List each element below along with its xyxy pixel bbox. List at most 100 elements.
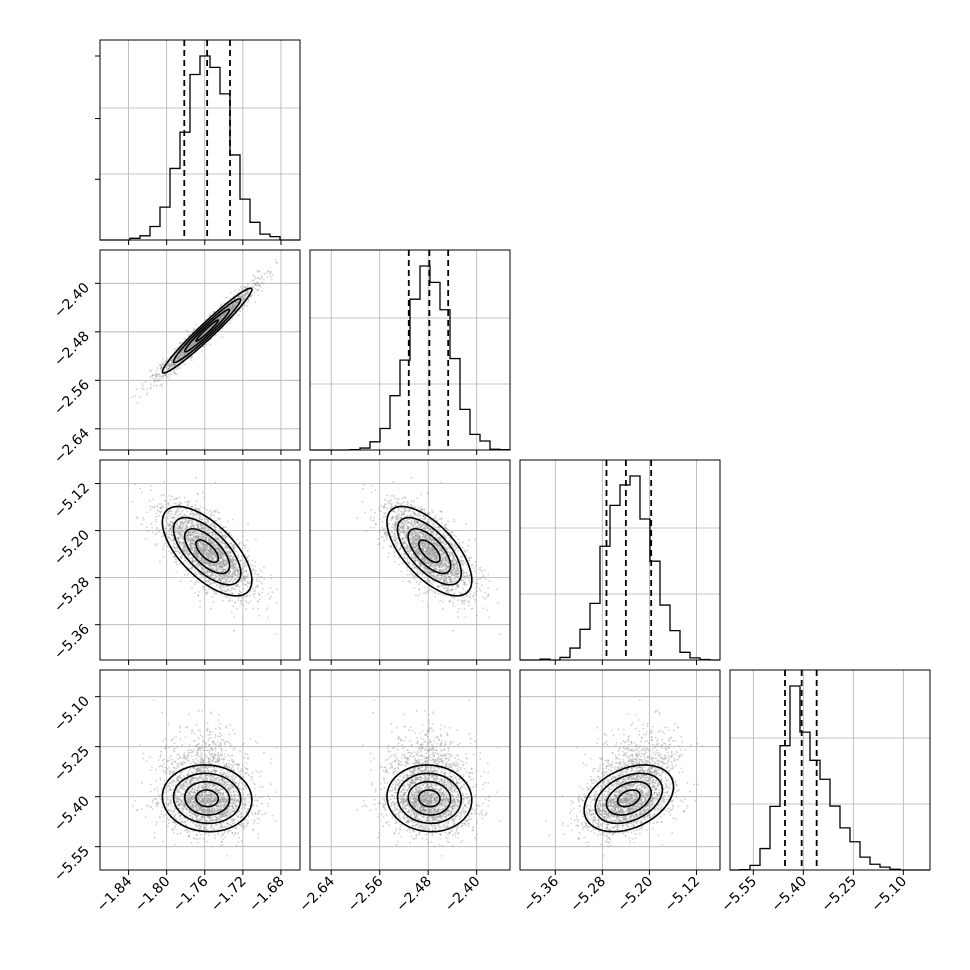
sample-point <box>254 570 257 572</box>
sample-point <box>259 285 262 288</box>
sample-point <box>206 580 209 583</box>
sample-point <box>163 544 165 547</box>
sample-point <box>211 539 214 542</box>
sample-point <box>201 552 204 554</box>
sample-point <box>161 547 164 549</box>
sample-point <box>219 316 222 319</box>
sample-point <box>195 580 198 583</box>
sample-point <box>200 518 202 520</box>
sample-point <box>186 538 188 541</box>
sample-point <box>188 557 191 560</box>
sample-point <box>200 535 203 538</box>
sample-point <box>232 605 235 607</box>
sample-point <box>202 588 205 590</box>
sample-point <box>203 506 205 509</box>
sample-point <box>254 561 257 563</box>
sample-point <box>225 569 228 571</box>
sample-point <box>206 329 208 332</box>
sample-point <box>204 546 207 549</box>
sample-point <box>228 589 231 592</box>
sample-point <box>232 305 235 307</box>
sample-point <box>245 608 248 610</box>
sample-point <box>131 396 134 399</box>
sample-point <box>167 517 169 520</box>
sample-point <box>214 555 217 558</box>
sample-point <box>223 559 226 561</box>
sample-point <box>209 327 212 329</box>
sample-point <box>270 271 272 274</box>
sample-point <box>241 568 244 571</box>
sample-point <box>205 517 207 520</box>
sample-point <box>245 544 247 547</box>
sample-point <box>198 537 200 540</box>
sample-point <box>195 573 198 576</box>
sample-point <box>192 542 195 545</box>
sample-point <box>160 494 163 497</box>
sample-point <box>252 593 255 596</box>
sample-point <box>209 523 212 526</box>
sample-point <box>256 580 259 582</box>
panel-frame <box>99 39 301 241</box>
sample-point <box>156 527 158 529</box>
sample-point <box>218 574 221 577</box>
sample-point <box>257 294 259 297</box>
sample-point <box>159 367 162 370</box>
sample-point <box>245 583 247 586</box>
sample-point <box>268 597 271 600</box>
sample-point <box>152 384 155 387</box>
sample-point <box>209 509 211 512</box>
sample-point <box>218 317 221 320</box>
sample-point <box>179 501 182 504</box>
sample-point <box>235 550 237 553</box>
sample-point <box>181 352 184 355</box>
sample-point <box>174 561 177 563</box>
sample-point <box>189 580 192 582</box>
sample-point <box>237 571 240 574</box>
sample-point <box>251 564 254 567</box>
sample-point <box>242 587 245 590</box>
sample-point <box>267 616 269 619</box>
sample-point <box>208 327 211 330</box>
sample-point <box>216 583 218 586</box>
sample-point <box>227 600 230 602</box>
sample-point <box>165 519 168 522</box>
sample-point <box>244 294 247 297</box>
sample-point <box>160 377 163 380</box>
sample-point <box>207 588 210 591</box>
sample-point <box>178 355 181 358</box>
sample-point <box>237 295 240 298</box>
sample-point <box>168 364 171 367</box>
sample-point <box>170 360 173 362</box>
sample-point <box>213 533 216 536</box>
sample-point <box>216 544 219 547</box>
sample-point <box>222 563 225 565</box>
sample-point <box>242 604 245 607</box>
sample-point <box>142 517 145 519</box>
sample-point <box>183 544 186 547</box>
sample-point <box>225 526 227 529</box>
sample-point <box>189 512 192 515</box>
sample-point <box>183 352 185 355</box>
sample-point <box>159 384 162 386</box>
sample-point <box>172 498 175 501</box>
sample-point <box>202 566 204 569</box>
sample-point <box>181 351 183 354</box>
sample-point <box>197 543 200 546</box>
sample-point <box>206 591 209 594</box>
sample-point <box>254 301 256 303</box>
sample-point <box>140 387 143 390</box>
sample-point <box>181 525 184 527</box>
sample-point <box>151 376 153 379</box>
sample-point <box>177 507 180 510</box>
sample-point <box>186 526 189 529</box>
sample-point <box>174 372 177 374</box>
sample-point <box>217 511 219 514</box>
sample-point <box>211 596 214 598</box>
sample-point <box>165 374 168 377</box>
sample-point <box>156 505 159 507</box>
sample-point <box>140 523 143 526</box>
sample-point <box>165 503 168 506</box>
sample-point <box>235 538 238 541</box>
sample-point <box>215 519 218 522</box>
sample-point <box>161 363 164 366</box>
